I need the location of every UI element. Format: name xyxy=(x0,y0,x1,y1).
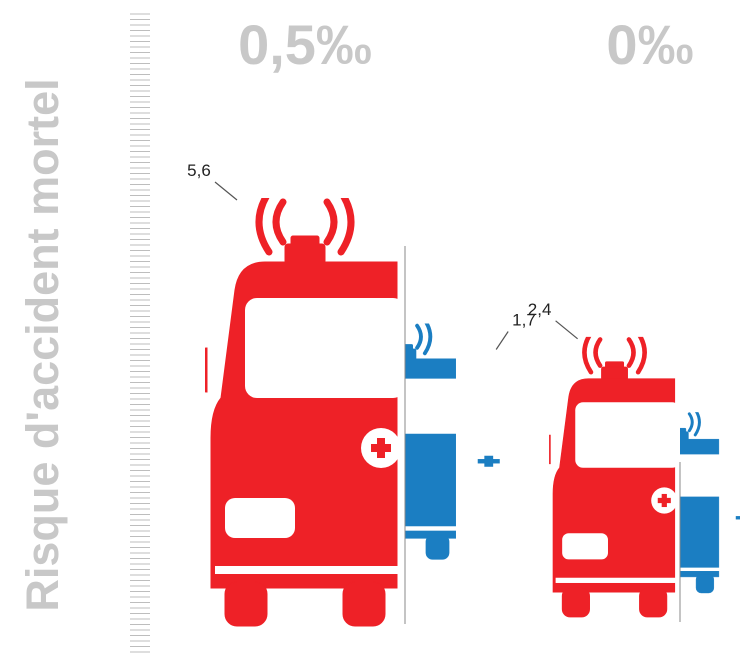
data-label: 2,4 xyxy=(528,300,552,319)
ambulance-bar-blue-1 xyxy=(680,410,740,593)
window-detail xyxy=(245,298,405,398)
group-label-0-5-permille: 0,5‰ xyxy=(238,13,372,76)
bumper-line xyxy=(405,526,527,531)
window-detail xyxy=(405,378,516,434)
window-detail xyxy=(680,454,740,497)
ambulance-bar-blue-0 xyxy=(405,320,527,559)
y-axis-title: Risque d'accident mortel xyxy=(17,78,68,611)
data-label: 1,7 xyxy=(512,311,536,330)
cross-bar-h xyxy=(735,516,740,520)
chart-marks: 5,61,72,41 xyxy=(187,161,740,626)
bumper-line xyxy=(680,567,740,572)
label-leader-line xyxy=(214,181,238,201)
ambulance-icon xyxy=(193,192,397,626)
window-detail xyxy=(562,533,608,560)
data-label: 5,6 xyxy=(187,161,211,180)
group-label-0-permille: 0‰ xyxy=(606,13,693,76)
window-detail xyxy=(225,498,295,538)
ambulance-icon xyxy=(541,333,675,617)
window-detail xyxy=(575,402,680,468)
label-leader-line xyxy=(495,331,509,350)
cross-bar-v xyxy=(377,438,385,458)
cross-bar-v xyxy=(484,455,494,467)
axis-tick-ruler xyxy=(130,13,150,653)
bumper-line xyxy=(555,577,681,583)
ambulance-bar-red-1 xyxy=(541,333,681,617)
bumper-line xyxy=(215,566,405,574)
ambulance-bar-red-0 xyxy=(193,192,405,626)
cross-bar-v xyxy=(661,493,667,508)
label-leader-line xyxy=(555,320,578,340)
